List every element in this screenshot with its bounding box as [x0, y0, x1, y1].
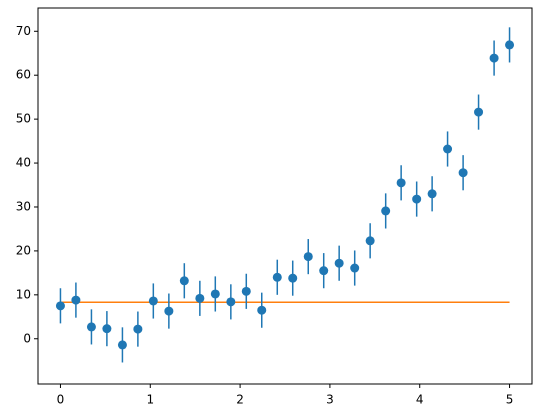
data-point	[133, 324, 143, 334]
data-point	[288, 273, 298, 283]
x-tick-label: 3	[326, 393, 334, 407]
y-tick-label: 50	[16, 112, 31, 126]
data-point	[86, 322, 96, 332]
y-tick-label: 10	[16, 287, 31, 301]
x-tick-label: 5	[506, 393, 514, 407]
y-tick-label: 60	[16, 68, 31, 82]
data-point	[210, 289, 220, 299]
data-point	[272, 272, 282, 282]
y-tick-label: 40	[16, 156, 31, 170]
data-point	[117, 340, 127, 350]
x-tick-label: 1	[146, 393, 154, 407]
data-point	[365, 236, 375, 246]
data-point	[458, 168, 468, 178]
data-point	[71, 295, 81, 305]
data-point	[334, 258, 344, 268]
data-point	[179, 276, 189, 286]
data-point	[226, 297, 236, 307]
data-point	[55, 301, 65, 311]
data-point	[257, 305, 267, 315]
data-point	[474, 107, 484, 117]
data-point	[319, 266, 329, 276]
x-tick-label: 2	[236, 393, 244, 407]
y-tick-label: 20	[16, 243, 31, 257]
data-point	[412, 194, 422, 204]
plot-frame	[37, 7, 533, 385]
y-tick-label: 0	[23, 331, 31, 345]
data-point	[102, 324, 112, 334]
data-point	[505, 40, 515, 50]
data-point	[427, 189, 437, 199]
data-point	[148, 296, 158, 306]
data-point	[303, 252, 313, 262]
data-point	[350, 263, 360, 273]
x-tick-label: 4	[416, 393, 424, 407]
y-tick-label: 70	[16, 24, 31, 38]
data-point	[381, 206, 391, 216]
data-point	[443, 144, 453, 154]
y-tick-label: 30	[16, 199, 31, 213]
data-point	[164, 306, 174, 316]
data-point	[241, 286, 251, 296]
data-point	[489, 53, 499, 63]
data-point	[396, 178, 406, 188]
x-tick-label: 0	[57, 393, 65, 407]
data-point	[195, 293, 205, 303]
